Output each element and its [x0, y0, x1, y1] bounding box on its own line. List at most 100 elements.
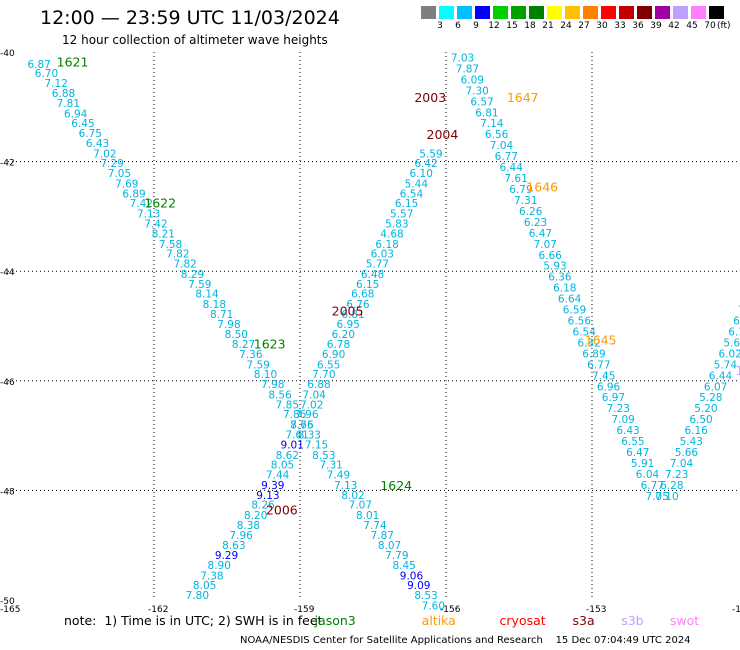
credit-line: NOAA/NESDIS Center for Satellite Applica… [240, 635, 691, 646]
wave-height-value: 6.26 [519, 206, 543, 218]
wave-height-value: 7.74 [363, 520, 387, 532]
pass-time-label: 1646 [526, 179, 558, 194]
wave-height-value: 7.79 [385, 550, 408, 562]
wave-height-value: 7.36 [239, 349, 263, 361]
legend-swatch [655, 6, 670, 19]
wave-height-value: 8.02 [341, 490, 364, 502]
wave-height-value: 9.13 [256, 490, 279, 502]
wave-height-value: 7.04 [670, 458, 694, 470]
legend-tick-label: 42 [668, 21, 680, 31]
legend-tick-label: 24 [560, 21, 572, 31]
wave-height-value: 7.04 [302, 390, 326, 402]
wave-height-value: 7.82 [173, 259, 196, 271]
wave-height-value: 6.76 [346, 299, 370, 311]
wave-height-value: 7.13 [137, 209, 160, 221]
wave-height-value: 7.44 [266, 470, 290, 482]
wave-height-value: 6.94 [64, 108, 88, 120]
lat-tick-label: -48 [0, 487, 15, 497]
wave-height-value: 6.55 [621, 436, 644, 448]
wave-height-value: 7.96 [295, 409, 319, 421]
wave-height-value: 6.56 [485, 129, 509, 141]
wave-height-value: 7.23 [607, 403, 630, 415]
wave-height-value: 8.05 [271, 460, 294, 472]
wave-height-value: 8.05 [193, 580, 216, 592]
footer-note: note: 1) Time is in UTC; 2) SWH is in fe… [64, 613, 323, 628]
legend-tick-label: 36 [632, 21, 644, 31]
wave-height-value: 6.43 [616, 425, 639, 437]
wave-height-value: 7.15 [305, 439, 328, 451]
wave-height-value: 7.98 [217, 319, 240, 331]
wave-height-value: 7.42 [130, 198, 153, 210]
wave-height-value: 6.50 [689, 414, 712, 426]
pass-time-label: 1623 [254, 337, 286, 352]
wave-height-value: 6.15 [356, 279, 379, 291]
page-subtitle: 12 hour collection of altimeter wave hei… [62, 33, 328, 47]
wave-height-value: 9.06 [400, 570, 424, 582]
wave-height-value: 7.49 [327, 470, 350, 482]
wave-height-value: 6.77 [587, 359, 610, 371]
wave-height-value: 7.31 [319, 460, 342, 472]
lon-tick-label: -153 [586, 605, 606, 615]
wave-height-value: 8.27 [232, 339, 255, 351]
wave-height-value: 7.03 [451, 52, 474, 64]
pass-time-label: 2004 [427, 127, 459, 142]
wave-height-value: 6.54 [400, 188, 424, 200]
wave-height-value: 7.31 [514, 195, 537, 207]
legend-swatch [511, 6, 526, 19]
legend-tick-label: 21 [542, 21, 554, 31]
wave-height-value: 6.96 [597, 381, 621, 393]
wave-height-value: 7.12 [45, 78, 68, 90]
legend-swatch [709, 6, 724, 19]
legend-tick-label: 45 [686, 21, 698, 31]
wave-height-value: 6.64 [558, 294, 582, 306]
legend-tick-label: 3 [437, 21, 443, 31]
wave-height-value: 6.44 [500, 162, 524, 174]
wave-height-value: 6.56 [568, 316, 592, 328]
wave-height-value: 7.85 [276, 399, 299, 411]
wave-height-value: 7.14 [480, 118, 504, 130]
satellite-name: jason3 [314, 613, 356, 628]
wave-height-value: 7.87 [371, 530, 394, 542]
wave-height-value: 7.96 [229, 530, 253, 542]
pass-time-label: 2005 [332, 304, 364, 319]
wave-height-value: 8.63 [222, 540, 245, 552]
legend-swatch [547, 6, 562, 19]
wave-height-value: 8.38 [237, 520, 260, 532]
wave-height-value: 6.47 [626, 447, 649, 459]
wave-height-value: 7.29 [100, 158, 123, 170]
legend-tick-label: 18 [524, 21, 536, 31]
wave-height-value: 8.26 [251, 500, 275, 512]
wave-height-value: 7.61 [504, 173, 527, 185]
wave-height-value: 8.14 [195, 289, 219, 301]
wave-height-value: 6.89 [582, 348, 605, 360]
wave-height-value: 6.45 [71, 118, 94, 130]
wave-height-value: 8.90 [208, 560, 231, 572]
wave-height-value: 7.38 [200, 570, 223, 582]
wave-height-value: 7.02 [300, 399, 323, 411]
satellite-name: s3a [572, 613, 595, 628]
wave-height-value: 7.30 [465, 85, 488, 97]
wave-height-value: 6.16 [684, 425, 708, 437]
axis-labels: -165 -162 -159 -156 -153 -150 -40 -42 -44 -46 -48 -… [0, 49, 740, 615]
wave-height-value: 6.77 [641, 480, 664, 492]
lon-tick-label: -159 [294, 605, 315, 615]
wave-height-value: 5.43 [680, 436, 703, 448]
legend-swatch [529, 6, 544, 19]
legend-tick-label: 33 [614, 21, 626, 31]
wave-height-value: 6.89 [122, 188, 145, 200]
wave-height-value: 7.98 [261, 379, 284, 391]
wave-height-value: 5.28 [699, 392, 722, 404]
wave-height-value: 7.02 [93, 148, 116, 160]
wave-height-value: 7.84 [738, 305, 740, 317]
pass-time-label: 1645 [585, 333, 617, 348]
wave-height-value: 8.56 [268, 390, 292, 402]
wave-height-value: 7.70 [312, 369, 335, 381]
wave-height-value: 7.10 [655, 491, 678, 503]
wave-height-value: 6.07 [704, 381, 727, 393]
wave-height-value: 5.65 [723, 337, 740, 349]
legend-tick-label: 12 [488, 21, 500, 31]
wave-height-value: 7.80 [186, 590, 209, 602]
wave-height-value: 7.86 [283, 409, 307, 421]
wave-height-value: 7.59 [246, 359, 269, 371]
